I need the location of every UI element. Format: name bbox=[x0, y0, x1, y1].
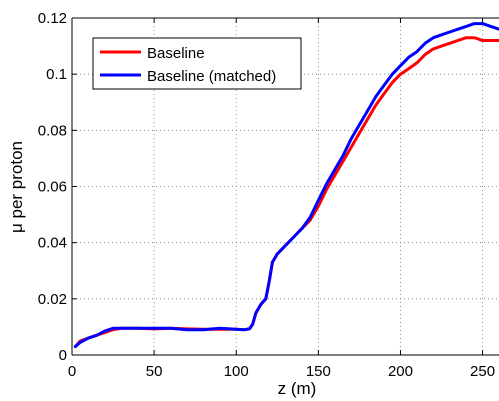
legend-label-baseline: Baseline bbox=[147, 45, 205, 62]
x-tick-label-0: 0 bbox=[68, 363, 76, 380]
legend-box bbox=[92, 37, 302, 90]
y-axis-label: μ per proton bbox=[7, 141, 26, 233]
tick-labels: 0 50 100 150 200 250 0 0.02 0.04 0.06 0.08 0.1 0.12 bbox=[38, 10, 495, 380]
x-tick-label-2: 100 bbox=[224, 363, 249, 380]
series-layer bbox=[73, 22, 499, 349]
x-tick-label-5: 250 bbox=[470, 363, 495, 380]
legend-label-baseline-matched: Baseline (matched) bbox=[147, 68, 276, 85]
y-tick-label-6: 0.12 bbox=[38, 10, 67, 27]
y-tick-label-1: 0.02 bbox=[38, 291, 67, 308]
y-tick-label-0: 0 bbox=[59, 347, 67, 364]
x-tick-label-3: 150 bbox=[306, 363, 331, 380]
axes bbox=[71, 17, 499, 356]
y-tick-label-5: 0.1 bbox=[46, 66, 67, 83]
x-tick-label-1: 50 bbox=[146, 363, 163, 380]
legend: Baseline Baseline (matched) bbox=[92, 37, 302, 90]
y-tick-label-4: 0.08 bbox=[38, 122, 67, 139]
x-tick-label-4: 200 bbox=[388, 363, 413, 380]
series-line-1 bbox=[73, 22, 499, 349]
x-axis-label: z (m) bbox=[278, 379, 317, 398]
y-tick-label-3: 0.06 bbox=[38, 179, 67, 196]
y-tick-label-2: 0.04 bbox=[38, 235, 67, 252]
